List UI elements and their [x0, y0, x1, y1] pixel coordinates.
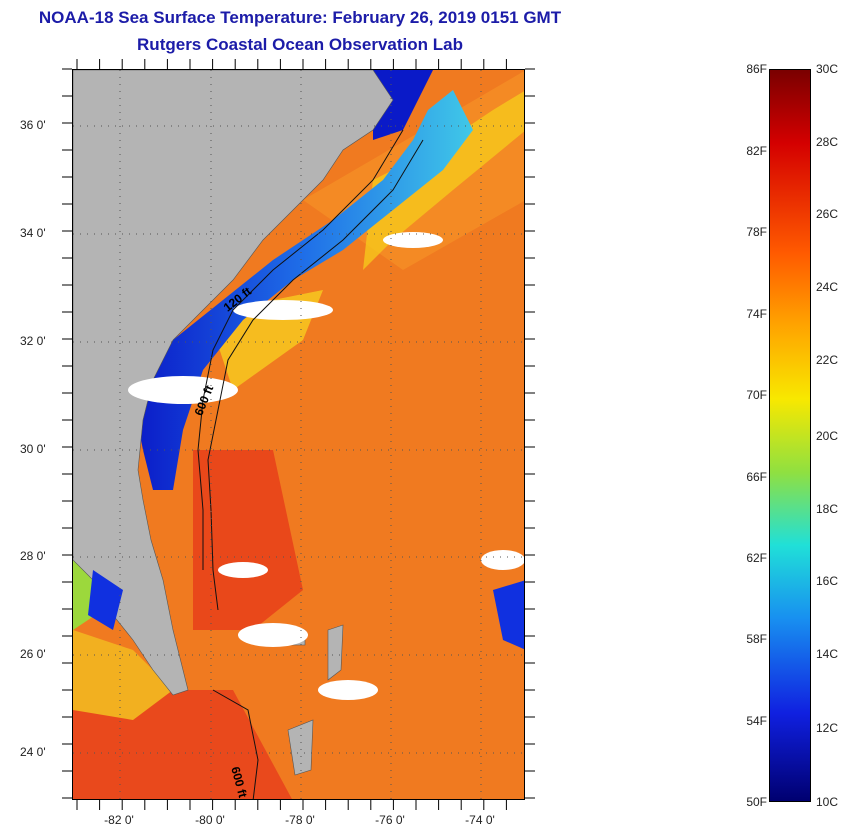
grid-lines	[73, 70, 524, 799]
cb-c-20: 20C	[816, 429, 839, 443]
lat-label-28: 28 0'	[20, 549, 46, 563]
cb-c-30: 30C	[816, 62, 839, 76]
cb-f-66: 66F	[746, 470, 767, 484]
sst-map: 120 ft 600 ft 600 ft	[72, 69, 525, 800]
gulf-stream-warm	[193, 450, 303, 630]
cloud-5	[481, 550, 524, 570]
transition-band-north	[363, 91, 524, 270]
cb-c-26: 26C	[816, 207, 839, 221]
land-andros	[287, 719, 314, 776]
gulf-water-south	[73, 630, 173, 720]
chart-title: NOAA-18 Sea Surface Temperature: Februar…	[38, 8, 562, 27]
lat-label-26: 26 0'	[20, 647, 46, 661]
cold-coastal-water	[133, 90, 473, 490]
contour-120ft	[197, 129, 404, 570]
cb-f-50: 50F	[746, 795, 767, 809]
cb-f-78: 78F	[746, 225, 767, 239]
sst-map-graphic	[73, 70, 524, 799]
land-mainland	[73, 70, 394, 696]
cold-patch-east	[493, 580, 524, 650]
lat-label-32: 32 0'	[20, 334, 46, 348]
sound-cold-water	[373, 70, 433, 140]
cloud-3	[383, 232, 443, 248]
cb-c-18: 18C	[816, 502, 839, 516]
cb-f-74: 74F	[746, 307, 767, 321]
colorbar-gradient	[770, 70, 810, 801]
lon-label-80: -80 0'	[195, 813, 225, 827]
lon-label-78: -78 0'	[285, 813, 315, 827]
lon-label-76: -76 0'	[375, 813, 405, 827]
cb-f-58: 58F	[746, 632, 767, 646]
cb-c-10: 10C	[816, 795, 839, 809]
cb-f-70: 70F	[746, 388, 767, 402]
cb-f-54: 54F	[746, 714, 767, 728]
cb-c-24: 24C	[816, 280, 839, 294]
cb-c-12: 12C	[816, 721, 839, 735]
cloud-2	[233, 300, 333, 320]
temperature-colorbar	[769, 69, 811, 802]
lon-label-82: -82 0'	[104, 813, 134, 827]
contour-600ft	[207, 139, 424, 611]
cb-f-82: 82F	[746, 144, 767, 158]
chart-subtitle: Rutgers Coastal Ocean Observation Lab	[137, 35, 463, 54]
cb-c-28: 28C	[816, 135, 839, 149]
lat-label-30: 30 0'	[20, 442, 46, 456]
lat-label-34: 34 0'	[20, 226, 46, 240]
cold-patch-gulf	[88, 570, 123, 630]
cb-c-14: 14C	[816, 647, 839, 661]
cb-f-62: 62F	[746, 551, 767, 565]
cloud-6	[238, 623, 308, 647]
cloud-7	[318, 680, 378, 700]
contour-600ft-south	[212, 689, 259, 799]
cb-c-16: 16C	[816, 574, 839, 588]
cb-c-22: 22C	[816, 353, 839, 367]
lon-label-74: -74 0'	[465, 813, 495, 827]
land-bahamas-1	[327, 624, 344, 681]
cloud-4	[218, 562, 268, 578]
lat-label-24: 24 0'	[20, 745, 46, 759]
cloud-1	[128, 376, 238, 404]
cb-f-86: 86F	[746, 62, 767, 76]
lat-label-36: 36 0'	[20, 118, 46, 132]
